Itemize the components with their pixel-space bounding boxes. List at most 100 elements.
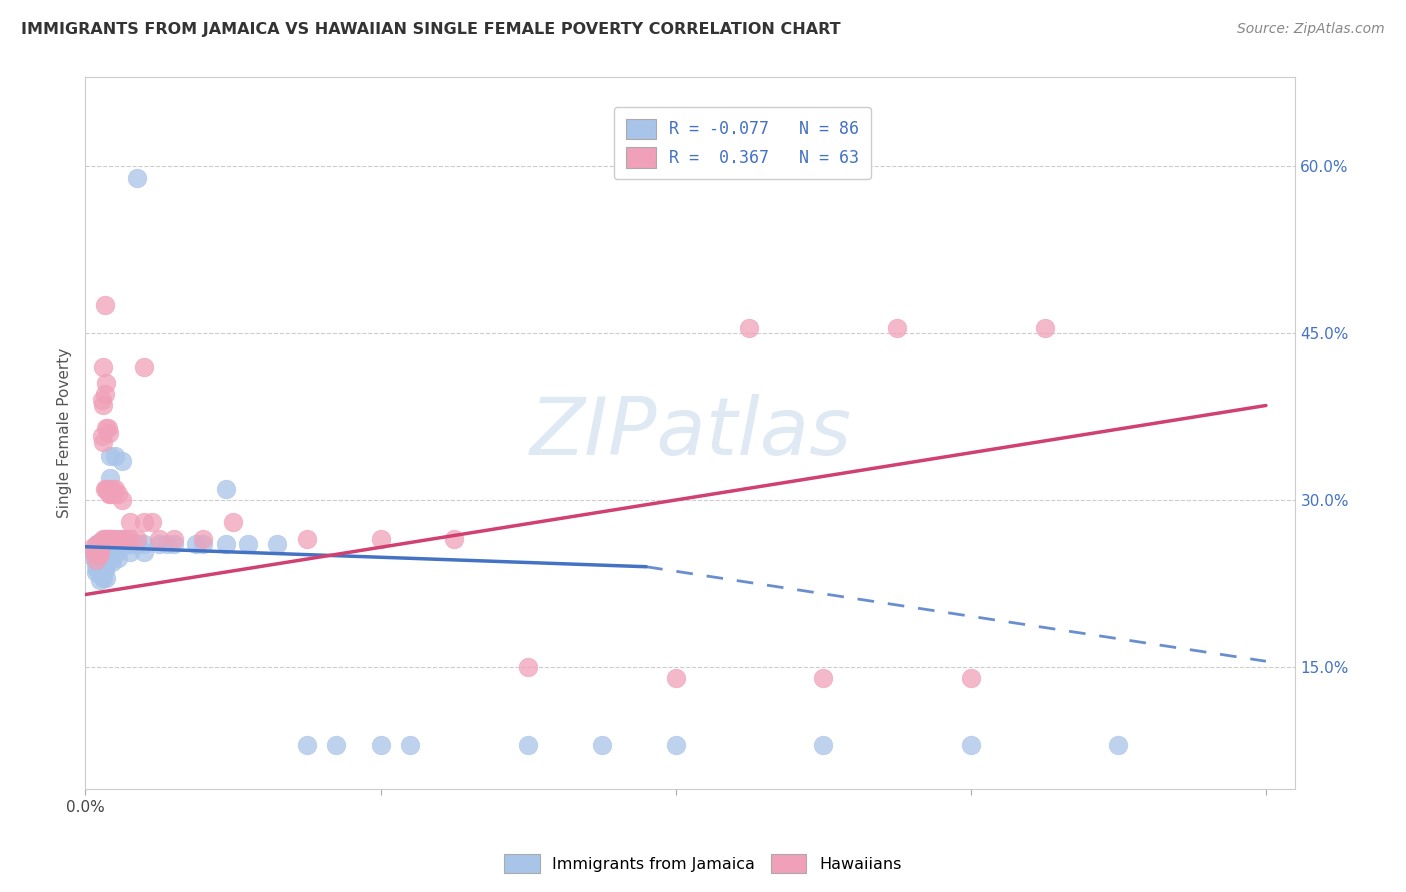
Point — [93, 387, 115, 401]
Point — [84, 558, 107, 572]
Point — [89, 535, 111, 549]
Point — [98, 532, 121, 546]
Point — [443, 532, 465, 546]
Point — [104, 537, 127, 551]
Point — [93, 563, 115, 577]
Point — [886, 320, 908, 334]
Point — [813, 671, 835, 685]
Text: IMMIGRANTS FROM JAMAICA VS HAWAIIAN SINGLE FEMALE POVERTY CORRELATION CHART: IMMIGRANTS FROM JAMAICA VS HAWAIIAN SING… — [21, 22, 841, 37]
Point — [89, 550, 111, 565]
Point — [184, 537, 207, 551]
Point — [91, 548, 114, 562]
Point — [103, 487, 125, 501]
Point — [959, 738, 981, 752]
Point — [295, 738, 318, 752]
Point — [118, 515, 141, 529]
Point — [100, 532, 122, 546]
Point — [86, 562, 108, 576]
Point — [148, 532, 170, 546]
Point — [91, 532, 114, 546]
Point — [90, 568, 112, 582]
Point — [1033, 320, 1056, 334]
Point — [125, 532, 148, 546]
Point — [125, 170, 148, 185]
Point — [813, 738, 835, 752]
Point — [86, 554, 108, 568]
Point — [96, 482, 118, 496]
Point — [163, 537, 186, 551]
Point — [101, 482, 124, 496]
Legend: Immigrants from Jamaica, Hawaiians: Immigrants from Jamaica, Hawaiians — [498, 847, 908, 880]
Point — [93, 555, 115, 569]
Point — [87, 548, 110, 562]
Point — [214, 482, 236, 496]
Point — [325, 738, 347, 752]
Point — [148, 537, 170, 551]
Point — [90, 553, 112, 567]
Point — [86, 546, 108, 560]
Point — [103, 541, 125, 556]
Point — [155, 537, 177, 551]
Point — [89, 546, 111, 560]
Point — [90, 537, 112, 551]
Point — [118, 537, 141, 551]
Y-axis label: Single Female Poverty: Single Female Poverty — [58, 348, 72, 518]
Point — [93, 298, 115, 312]
Point — [93, 540, 115, 554]
Point — [91, 399, 114, 413]
Point — [101, 532, 124, 546]
Point — [86, 545, 108, 559]
Point — [103, 549, 125, 564]
Point — [111, 532, 134, 546]
Text: ZIPatlas: ZIPatlas — [529, 394, 852, 472]
Point — [93, 532, 115, 546]
Point — [193, 532, 215, 546]
Point — [90, 545, 112, 559]
Point — [134, 545, 156, 559]
Point — [163, 532, 186, 546]
Point — [214, 537, 236, 551]
Point — [134, 515, 156, 529]
Point — [222, 515, 245, 529]
Point — [90, 561, 112, 575]
Legend: R = -0.077   N = 86, R =  0.367   N = 63: R = -0.077 N = 86, R = 0.367 N = 63 — [614, 107, 870, 179]
Point — [94, 558, 117, 572]
Point — [94, 571, 117, 585]
Point — [91, 555, 114, 569]
Point — [101, 555, 124, 569]
Point — [111, 493, 134, 508]
Point — [107, 550, 129, 565]
Point — [90, 537, 112, 551]
Point — [89, 566, 111, 580]
Point — [82, 540, 104, 554]
Point — [266, 537, 288, 551]
Point — [89, 558, 111, 573]
Point — [86, 537, 108, 551]
Point — [100, 537, 122, 551]
Point — [103, 532, 125, 546]
Point — [107, 487, 129, 501]
Point — [115, 537, 138, 551]
Point — [98, 550, 121, 565]
Point — [86, 537, 108, 551]
Point — [1107, 738, 1129, 752]
Point — [89, 573, 111, 587]
Point — [100, 487, 122, 501]
Point — [111, 532, 134, 546]
Point — [101, 540, 124, 554]
Point — [236, 537, 259, 551]
Point — [295, 532, 318, 546]
Point — [91, 359, 114, 374]
Point — [104, 449, 127, 463]
Point — [104, 545, 127, 559]
Point — [89, 537, 111, 551]
Point — [193, 537, 215, 551]
Point — [104, 532, 127, 546]
Point — [107, 543, 129, 558]
Point — [399, 738, 422, 752]
Point — [517, 660, 540, 674]
Point — [100, 545, 122, 559]
Point — [665, 738, 688, 752]
Point — [84, 566, 107, 580]
Point — [91, 563, 114, 577]
